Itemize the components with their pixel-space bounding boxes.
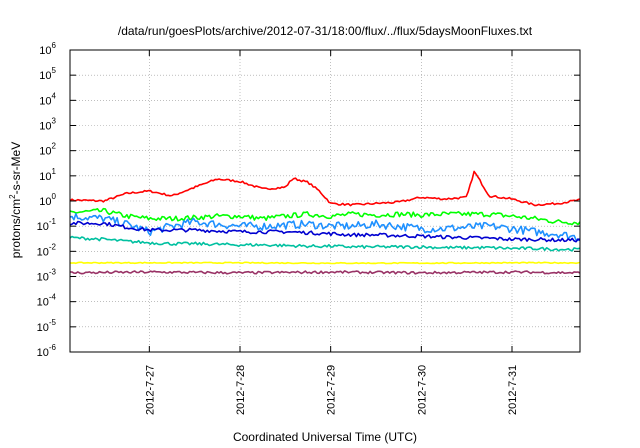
chart-title: /data/run/goesPlots/archive/2012-07-31/1… xyxy=(118,24,533,38)
y-tick-label: 104 xyxy=(39,91,56,107)
series-line-4 xyxy=(69,235,581,252)
series-line-6 xyxy=(70,270,581,275)
x-tick-label: 2012-7-30 xyxy=(416,365,428,415)
y-tick-label: 101 xyxy=(39,167,56,183)
y-tick-label: 10-4 xyxy=(37,293,57,309)
series-line-3 xyxy=(69,220,581,243)
x-tick-label: 2012-7-31 xyxy=(507,365,519,415)
x-tick-label: 2012-7-28 xyxy=(235,365,247,415)
axes-layer: 106 105 104 103 102 101 100 10-1 10-2 10-3 10-4 10-… xyxy=(37,41,581,415)
series-layer xyxy=(69,170,581,275)
y-tick-label: 10-2 xyxy=(37,242,57,258)
y-tick-label: 10-3 xyxy=(37,268,57,284)
y-axis-label: protons/cm2-s-sr-MeV xyxy=(8,142,23,258)
y-tick-label: 10-1 xyxy=(37,217,57,233)
y-axis-label-unit: -s-sr-MeV xyxy=(9,142,23,195)
y-tick-label: 100 xyxy=(39,192,56,208)
y-tick-label: 102 xyxy=(39,142,56,158)
y-tick-label: 10-5 xyxy=(37,318,57,334)
y-axis-label-exp: 2 xyxy=(8,194,17,199)
series-line-0 xyxy=(69,170,581,207)
plot-frame xyxy=(69,49,581,353)
y-tick-label: 103 xyxy=(39,117,56,133)
x-tick-label: 2012-7-29 xyxy=(326,365,338,415)
grid-lines xyxy=(70,50,580,352)
series-line-5 xyxy=(69,261,581,265)
y-tick-label: 106 xyxy=(39,41,56,57)
x-axis-label: Coordinated Universal Time (UTC) xyxy=(233,430,417,444)
y-tick-label: 105 xyxy=(39,66,56,82)
x-tick-label: 2012-7-27 xyxy=(144,365,156,415)
series-line-1 xyxy=(69,207,581,226)
y-tick-label: 10-6 xyxy=(37,343,57,359)
y-axis-label-main: protons/cm xyxy=(9,199,23,258)
